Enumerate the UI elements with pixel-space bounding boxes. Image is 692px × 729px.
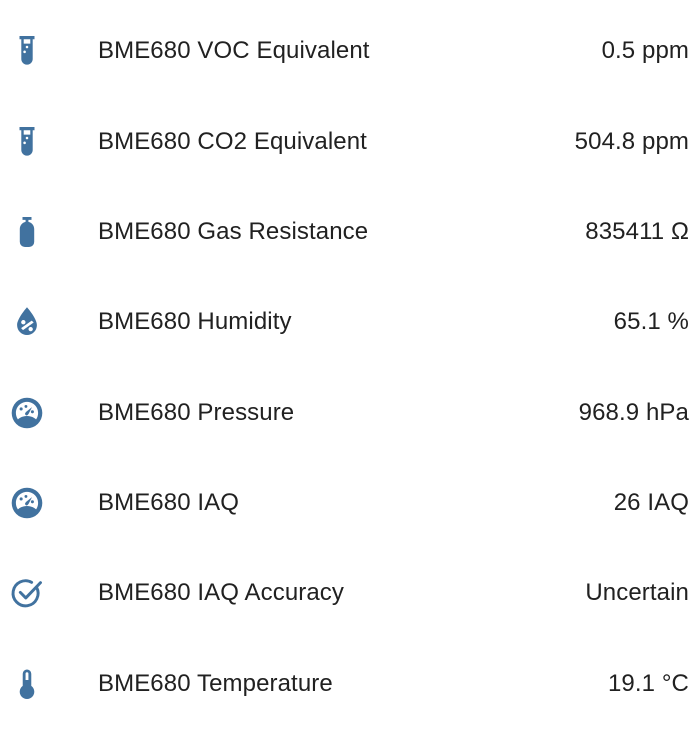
list-item[interactable]: BME680 CO2 Equivalent 504.8 ppm — [0, 96, 692, 187]
list-item[interactable]: BME680 Pressure 968.9 hPa — [0, 367, 692, 458]
list-item-value: Uncertain — [585, 579, 689, 607]
list-item-label: BME680 Humidity — [98, 308, 292, 336]
gauge-icon — [4, 393, 50, 433]
list-item-value: 65.1 % — [613, 308, 689, 336]
list-item[interactable]: BME680 Humidity 65.1 % — [0, 277, 692, 368]
list-item-value: 26 IAQ — [613, 489, 689, 517]
check-circle-outline-icon — [4, 573, 50, 613]
gas-cylinder-icon — [4, 212, 50, 252]
list-item-value: 19.1 °C — [607, 669, 689, 697]
list-item[interactable]: BME680 IAQ 26 IAQ — [0, 457, 692, 549]
list-item[interactable]: BME680 Temperature 19.1 °C — [0, 638, 692, 729]
list-item-value: 968.9 hPa — [578, 398, 689, 426]
list-item-label: BME680 Temperature — [98, 669, 333, 697]
test-tube-icon — [4, 31, 50, 71]
list-item-label: BME680 Gas Resistance — [98, 217, 369, 245]
gauge-icon — [4, 483, 50, 523]
list-item[interactable]: BME680 Gas Resistance 835411 Ω — [0, 186, 692, 278]
list-item-label: BME680 IAQ Accuracy — [98, 579, 345, 607]
list-item-value: 835411 Ω — [585, 217, 689, 245]
list-item[interactable]: BME680 VOC Equivalent 0.5 ppm — [0, 6, 692, 97]
list-item[interactable]: BME680 IAQ Accuracy Uncertain — [0, 548, 692, 639]
test-tube-icon — [4, 122, 50, 162]
list-item-label: BME680 VOC Equivalent — [98, 37, 370, 65]
water-percent-droplet-icon — [4, 302, 50, 342]
list-item-label: BME680 IAQ — [98, 489, 240, 517]
list-item-label: BME680 CO2 Equivalent — [98, 127, 367, 155]
list-item-value: 504.8 ppm — [574, 127, 689, 155]
thermometer-icon — [4, 664, 50, 704]
list-item-label: BME680 Pressure — [98, 398, 295, 426]
list-item-value: 0.5 ppm — [601, 37, 689, 65]
